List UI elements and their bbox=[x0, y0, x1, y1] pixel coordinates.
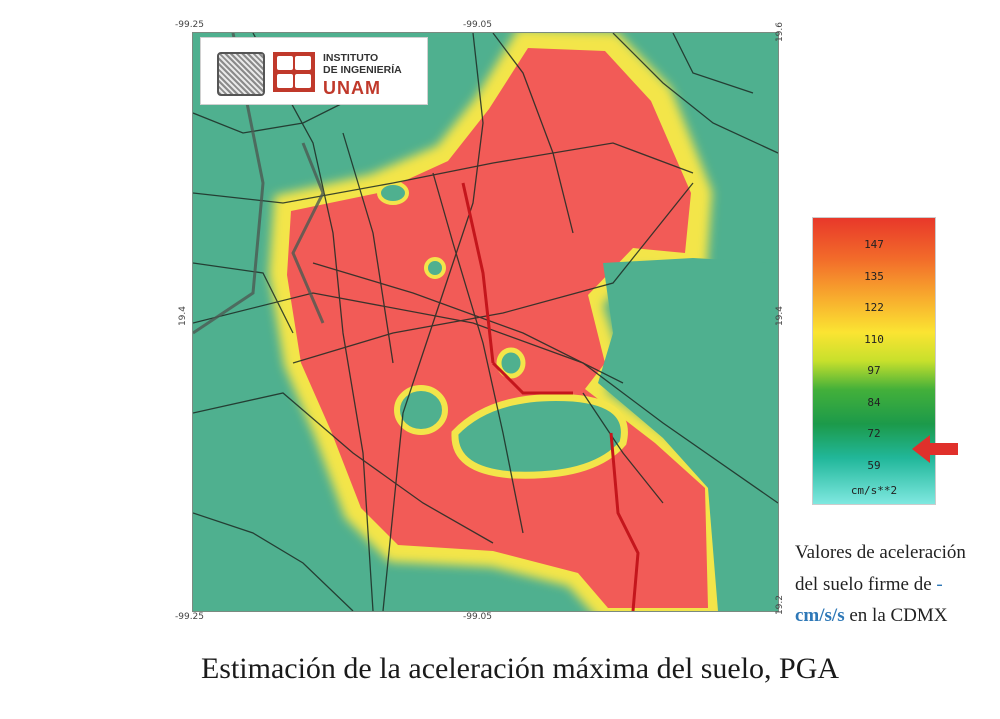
fault-line bbox=[461, 182, 495, 364]
coord-label: -99.25 bbox=[175, 20, 205, 30]
pga-color-scale: 147 135 122 110 97 84 72 59 cm/s**2 bbox=[812, 217, 936, 505]
indicator-arrow-icon bbox=[912, 435, 958, 463]
coord-label: -99.05 bbox=[463, 612, 493, 622]
scale-tick-label: 97 bbox=[867, 364, 881, 377]
fault-line bbox=[609, 432, 640, 611]
side-note-line1: Valores de aceleración bbox=[795, 542, 966, 563]
coord-label: 19.4 bbox=[775, 306, 785, 327]
scale-unit-label: cm/s**2 bbox=[850, 484, 898, 497]
institute-name: INSTITUTO DE INGENIERÍA bbox=[323, 52, 402, 76]
low-pga-pocket bbox=[424, 257, 446, 279]
coord-label: 19.4 bbox=[178, 306, 188, 327]
coord-label: 19.2 bbox=[775, 595, 785, 616]
scale-tick-label: 135 bbox=[864, 269, 884, 283]
coord-label: -99.25 bbox=[175, 612, 205, 622]
side-note-line3: cm/s/s en la CDMX bbox=[795, 605, 948, 627]
coord-label: -99.05 bbox=[463, 20, 493, 30]
scale-tick-label: 59 bbox=[867, 458, 881, 472]
unam-wordmark: UNAM bbox=[323, 78, 381, 98]
side-note-text: en la CDMX bbox=[844, 605, 948, 626]
ii-logo-icon bbox=[273, 52, 315, 92]
low-pga-pocket bbox=[394, 385, 448, 435]
unam-seal-icon bbox=[217, 52, 265, 96]
side-note-unit: cm/s/s bbox=[795, 605, 845, 626]
scale-tick-label: 122 bbox=[864, 301, 884, 314]
low-pga-east bbox=[598, 258, 778, 611]
institute-logo: INSTITUTO DE INGENIERÍA UNAM bbox=[200, 37, 428, 105]
low-pga-pocket bbox=[496, 347, 526, 379]
pga-map bbox=[192, 32, 779, 612]
figure-caption: Estimación de la aceleración máxima del … bbox=[200, 652, 840, 685]
coord-label: 19.6 bbox=[775, 22, 785, 43]
low-pga-pocket bbox=[377, 181, 409, 205]
scale-tick-label: 110 bbox=[864, 332, 884, 346]
side-note-text: del suelo firme de bbox=[795, 574, 937, 595]
scale-tick-label: 84 bbox=[867, 395, 881, 409]
side-note-line2: del suelo firme de - bbox=[795, 574, 943, 595]
scale-tick-label: 72 bbox=[867, 427, 881, 440]
low-pga-basin bbox=[451, 393, 628, 479]
institute-name-line: INSTITUTO bbox=[323, 52, 379, 64]
pga-heatmap bbox=[193, 33, 778, 611]
scale-tick-label: 147 bbox=[864, 238, 884, 251]
institute-name-line: DE INGENIERÍA bbox=[323, 64, 402, 76]
